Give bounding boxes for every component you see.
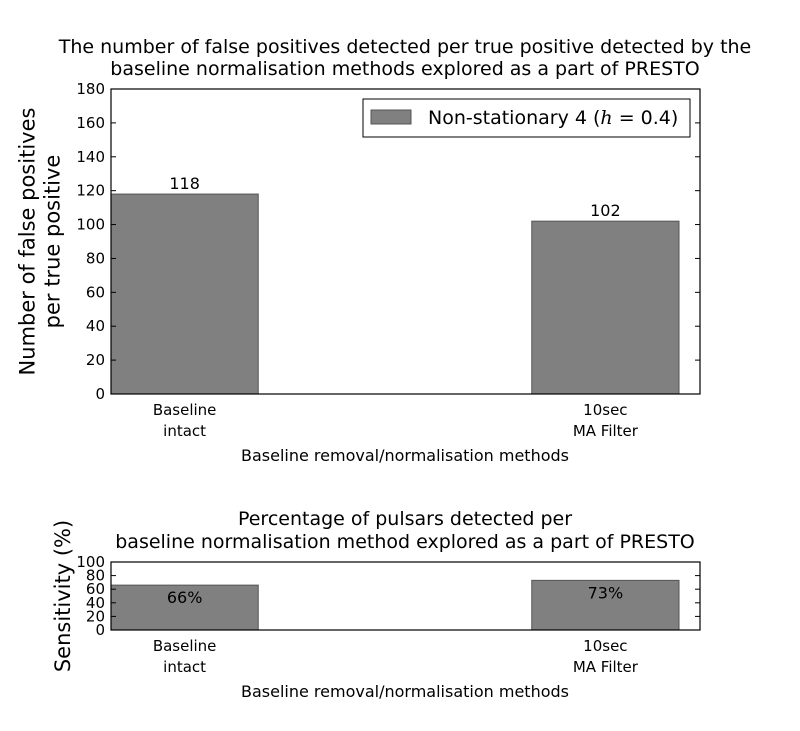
y-axis-label: Number of false positives [16,108,40,376]
x-tick-label: MA Filter [573,422,639,440]
plot-frame [110,561,701,631]
y-tick-label: 40 [86,594,105,612]
y-axis-label: Sensitivity (%) [51,520,75,672]
y-tick-label: 20 [86,607,105,625]
x-tick-label: MA Filter [573,658,639,676]
y-tick-label: 40 [86,317,105,335]
bar [531,220,680,395]
legend-swatch [370,109,412,125]
y-tick-label: 100 [76,553,105,571]
y-tick-label: 100 [76,216,105,234]
y-axis-label: per true positive [41,155,65,329]
y-tick-label: 80 [86,567,105,585]
chart-2: Percentage of pulsars detected perbaseli… [51,508,701,701]
y-tick-label: 160 [76,114,105,132]
y-tick-label: 0 [95,385,105,403]
y-tick-label: 60 [86,580,105,598]
y-tick-label: 180 [76,80,105,98]
y-tick-label: 0 [95,621,105,639]
chart-title: The number of false positives detected p… [58,36,752,58]
x-tick-label: Baseline [153,637,217,655]
data-label: 118 [169,174,200,193]
y-tick-label: 120 [76,182,105,200]
x-axis-label: Baseline removal/normalisation methods [241,446,569,465]
chart-title: baseline normalisation method explored a… [115,531,695,553]
x-tick-label: intact [163,422,206,440]
y-tick-label: 140 [76,148,105,166]
bar [110,193,259,395]
data-label: 73% [588,583,624,602]
plot-frame [110,88,701,395]
data-label: 102 [590,201,621,220]
legend: Non-stationary 4 (h = 0.4) [362,98,691,138]
chart-title: Percentage of pulsars detected per [238,508,572,530]
y-tick-label: 60 [86,283,105,301]
bar [531,579,680,631]
y-tick-label: 20 [86,351,105,369]
y-tick-label: 80 [86,249,105,267]
x-axis-label: Baseline removal/normalisation methods [241,682,569,701]
x-tick-label: 10sec [583,637,627,655]
x-tick-label: Baseline [153,401,217,419]
x-tick-label: intact [163,658,206,676]
x-tick-label: 10sec [583,401,627,419]
legend-box [362,98,691,138]
chart-1: The number of false positives detected p… [16,36,752,465]
data-label: 66% [167,588,203,607]
chart-title: baseline normalisation methods explored … [110,58,699,80]
legend-entry: Non-stationary 4 (h = 0.4) [428,107,678,129]
